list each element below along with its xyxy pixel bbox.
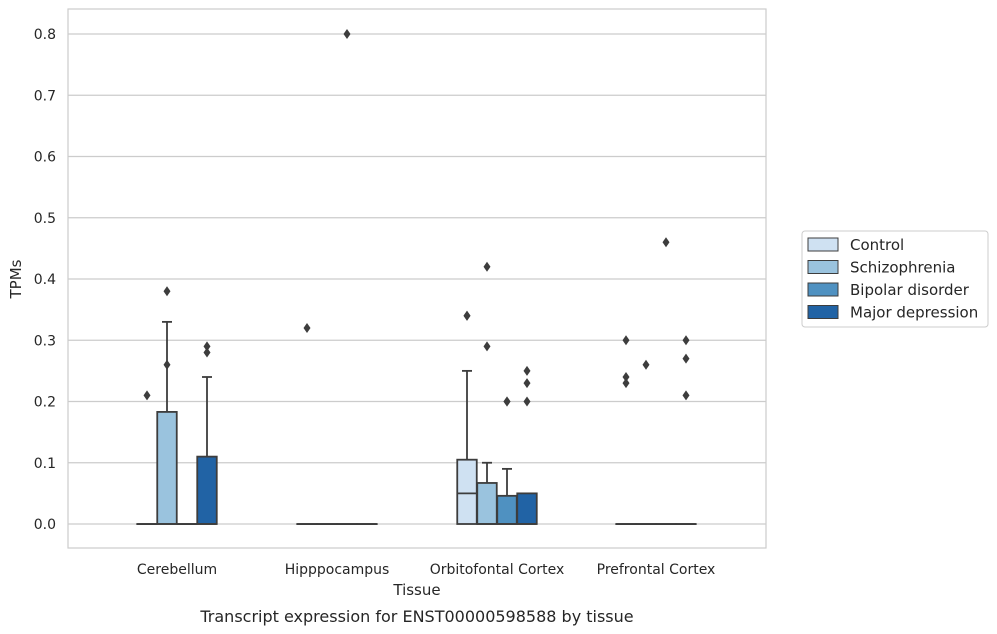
series-major-depression <box>196 335 697 526</box>
legend-swatch <box>807 260 839 274</box>
outlier-point <box>463 310 471 321</box>
series-schizophrenia <box>156 261 657 526</box>
legend-frame <box>801 230 989 328</box>
legend-swatch <box>807 282 839 297</box>
plot-area-frame <box>67 8 767 549</box>
box <box>456 458 478 525</box>
box <box>196 455 218 525</box>
legend: Control Schizophrenia Bipolar disorder Majo… <box>801 230 989 328</box>
legend-label: Schizophrenia <box>850 259 955 277</box>
y-tick-label: 0.7 <box>34 88 56 104</box>
x-tick-label: Prefrontal Cortex <box>597 562 716 578</box>
outlier-point <box>523 378 531 389</box>
outlier-point <box>662 237 670 248</box>
y-tick-label: 0.1 <box>34 456 56 472</box>
outlier-point <box>523 396 531 407</box>
outlier-point <box>163 359 171 370</box>
series-bipolar-disorder <box>176 29 677 526</box>
legend-label: Control <box>850 236 904 254</box>
outlier-point <box>682 335 690 346</box>
outlier-point <box>483 261 491 272</box>
x-tick-label: Cerebellum <box>137 562 217 578</box>
x-axis-title: Tissue <box>392 581 440 599</box>
outlier-point <box>682 353 690 364</box>
y-tick-label: 0.2 <box>34 395 56 411</box>
chart-caption: Transcript expression for ENST0000059858… <box>199 607 633 626</box>
outlier-point <box>622 372 630 382</box>
outlier-point <box>622 378 630 389</box>
y-tick-label: 0.8 <box>34 27 56 43</box>
x-tick-label: Orbitofontal Cortex <box>430 562 565 578</box>
y-tick-label: 0.5 <box>34 211 56 227</box>
grid-lines <box>68 33 766 525</box>
outlier-point <box>343 29 351 39</box>
outlier-point <box>203 341 211 352</box>
box <box>156 411 178 525</box>
outlier-point <box>303 323 311 333</box>
outlier-point <box>682 390 690 401</box>
outlier-point <box>523 365 531 376</box>
y-tick-label: 0.0 <box>34 517 56 533</box>
box <box>496 494 518 525</box>
y-axis-title: TPMs <box>7 259 25 299</box>
y-tick-label: 0.3 <box>34 333 56 349</box>
legend-swatch <box>807 237 839 252</box>
outlier-point <box>483 341 491 352</box>
y-tick-label: 0.6 <box>34 150 56 166</box>
outlier-point <box>163 286 171 297</box>
box <box>476 482 498 525</box>
y-tick-labels: 0.0 0.1 0.2 0.3 0.4 0.5 0.6 0.7 0.8 <box>34 27 56 533</box>
box <box>516 492 538 525</box>
x-tick-label: Hipppocampus <box>285 562 390 578</box>
outlier-point <box>503 396 511 407</box>
outlier-point <box>143 390 151 401</box>
outlier-point <box>642 359 650 370</box>
legend-label: Major depression <box>850 304 978 322</box>
outlier-point <box>203 347 211 358</box>
outlier-point <box>622 335 630 346</box>
y-tick-label: 0.4 <box>34 272 56 288</box>
x-tick-labels: Cerebellum Hipppocampus Orbitofontal Corte… <box>137 562 715 578</box>
box-series <box>136 29 697 526</box>
legend-label: Bipolar disorder <box>850 281 970 299</box>
legend-swatch <box>807 305 839 319</box>
